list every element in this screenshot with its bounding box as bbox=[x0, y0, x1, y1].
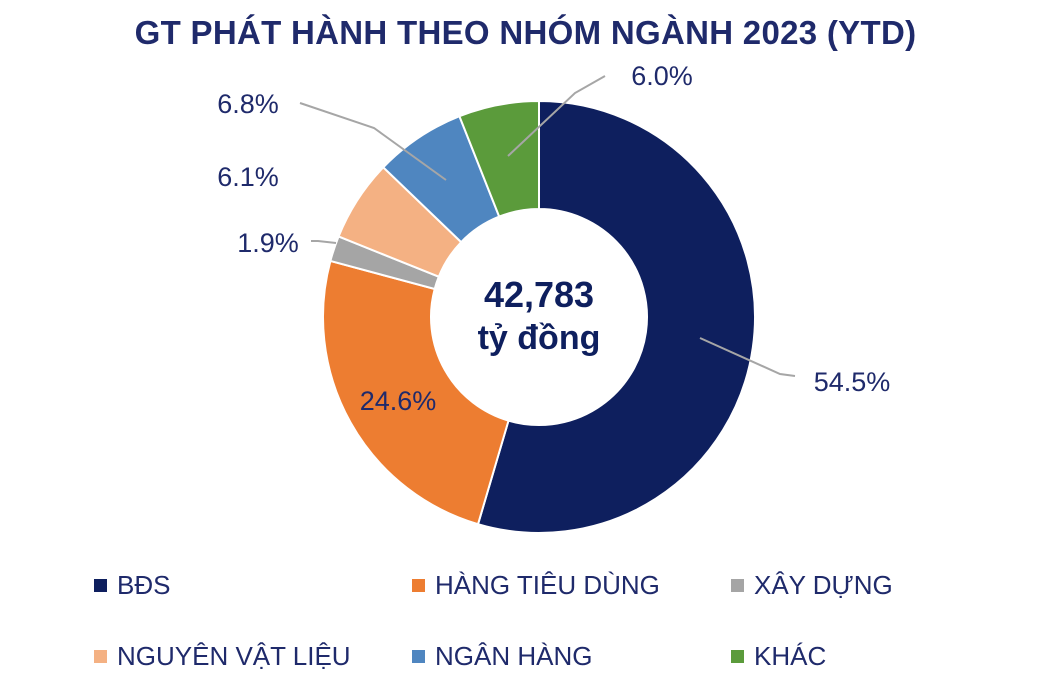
center-total-value: 42,783 bbox=[484, 274, 594, 315]
legend-label: HÀNG TIÊU DÙNG bbox=[435, 569, 660, 600]
slice-hang-tieu-dung bbox=[322, 259, 510, 526]
legend-label: NGÂN HÀNG bbox=[435, 640, 593, 671]
legend-label: KHÁC bbox=[754, 640, 827, 671]
legend-item-bds: BĐS bbox=[94, 567, 170, 603]
slice-khac bbox=[458, 99, 540, 218]
data-label-xay-dung: 1.9% bbox=[237, 228, 299, 258]
chart-title: GT PHÁT HÀNH THEO NHÓM NGÀNH 2023 (YTD) bbox=[134, 14, 917, 51]
slice-bds bbox=[476, 99, 756, 534]
legend-swatch-icon bbox=[412, 578, 425, 592]
legend-label: NGUYÊN VẬT LIỆU bbox=[117, 640, 351, 671]
leader-line-bds bbox=[699, 337, 796, 377]
leader-line-xay-dung bbox=[311, 240, 337, 244]
data-label-bds: 54.5% bbox=[814, 367, 891, 397]
leader-line-khac bbox=[507, 75, 606, 157]
data-label-nguyen-vat-lieu: 6.1% bbox=[217, 162, 279, 192]
data-label-khac: 6.0% bbox=[631, 61, 693, 91]
legend-label: BĐS bbox=[117, 569, 171, 600]
leader-line-ngan-hang bbox=[299, 102, 447, 181]
legend-swatch-icon bbox=[94, 649, 107, 663]
legend-item-hang-tieu-dung: HÀNG TIÊU DÙNG bbox=[412, 567, 660, 603]
legend-swatch-icon bbox=[94, 578, 107, 592]
legend-item-xay-dung: XÂY DỰNG bbox=[731, 567, 893, 603]
legend-label: XÂY DỰNG bbox=[754, 569, 893, 600]
legend-swatch-icon bbox=[412, 649, 425, 663]
data-label-hang-tieu-dung: 24.6% bbox=[360, 386, 437, 416]
legend-item-nguyen-vat-lieu: NGUYÊN VẬT LIỆU bbox=[94, 638, 351, 674]
legend-swatch-icon bbox=[731, 649, 744, 663]
legend-item-khac: KHÁC bbox=[731, 638, 826, 674]
center-total-unit: tỷ đồng bbox=[478, 319, 601, 357]
legend-item-ngan-hang: NGÂN HÀNG bbox=[412, 638, 592, 674]
data-label-ngan-hang: 6.8% bbox=[217, 89, 279, 119]
legend-swatch-icon bbox=[731, 578, 744, 592]
